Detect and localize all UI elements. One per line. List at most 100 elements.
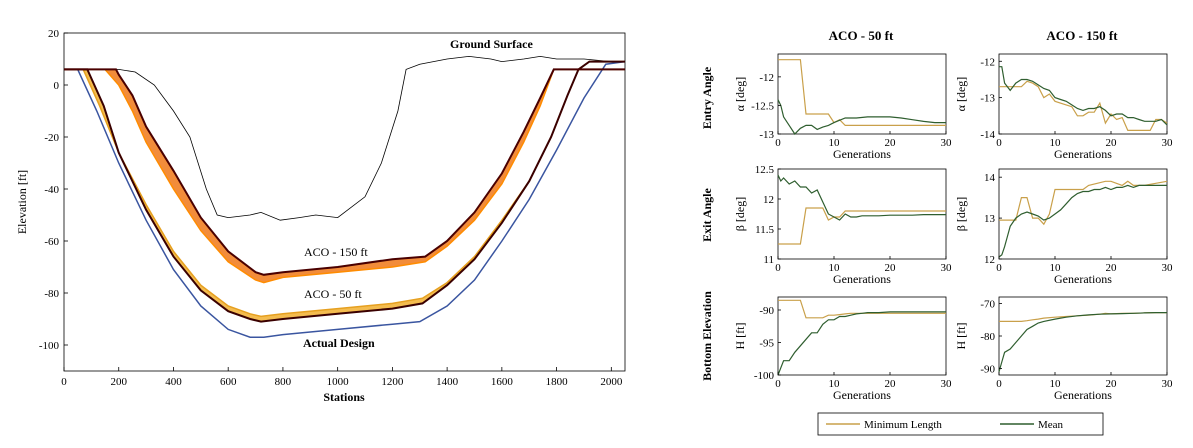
left-y-axis-label: Elevation [ft]	[15, 170, 29, 234]
series-mean	[777, 99, 946, 135]
series-ground-surface	[64, 55, 625, 221]
aco-50-label: ACO - 50 ft	[304, 287, 362, 301]
subplot-frame	[777, 53, 947, 135]
x-tick-label: 30	[941, 262, 953, 274]
series-mean	[777, 174, 946, 221]
x-tick-label: 0	[996, 137, 1002, 149]
left-x-axis-label: Stations	[323, 390, 365, 404]
x-tick-label: 600	[220, 376, 237, 388]
x-tick-label: 30	[1162, 262, 1174, 274]
x-tick-label: 10	[829, 137, 841, 149]
aco-150-band	[64, 69, 625, 283]
ground-surface-label: Ground Surface	[450, 37, 533, 51]
x-tick-label: 1000	[327, 376, 350, 388]
y-tick-label: -12	[980, 56, 995, 68]
subplot-x-axis-label: Generations	[833, 272, 891, 286]
subplot-3: 0 10 20 30 11 11.5 12 12.5 Generations β [deg]	[733, 164, 952, 286]
x-tick-label: 20	[1106, 262, 1118, 274]
subplot-y-axis-label: H [ft]	[954, 323, 968, 350]
legend-label-minimum-length: Minimum Length	[864, 419, 942, 431]
left-y-ticks: 20 0 -20 -40 -60 -80 -100	[39, 28, 68, 352]
x-tick-label: 30	[941, 137, 953, 149]
actual-design-label: Actual Design	[303, 336, 375, 350]
y-tick-label: -100	[39, 340, 60, 352]
x-tick-label: 0	[996, 378, 1002, 390]
x-tick-label: 0	[996, 262, 1002, 274]
x-tick-label: 400	[165, 376, 182, 388]
subplot-y-axis-label: β [deg]	[954, 197, 968, 231]
subplot-frame	[777, 168, 947, 260]
x-tick-label: 1400	[436, 376, 459, 388]
y-tick-label: -90	[980, 364, 995, 376]
series-minimum-length	[778, 207, 946, 245]
x-tick-label: 0	[775, 137, 781, 149]
y-tick-label: 12	[984, 254, 995, 266]
x-tick-label: 30	[941, 378, 953, 390]
y-tick-label: -14	[980, 129, 995, 141]
series-minimum-length	[778, 299, 946, 319]
row-title-entry-angle: Entry Angle	[700, 66, 714, 129]
legend: Minimum Length Mean	[817, 412, 1104, 436]
subplot-4: 0 10 20 30 12 13 14 Generations β [deg]	[954, 168, 1174, 286]
x-tick-label: 20	[1106, 378, 1118, 390]
x-tick-label: 10	[829, 378, 841, 390]
x-tick-label: 2000	[600, 376, 623, 388]
x-tick-label: 200	[110, 376, 127, 388]
col-title-aco-150: ACO - 150 ft	[1046, 28, 1118, 43]
subplot-frame	[777, 296, 947, 376]
y-tick-label: -80	[980, 331, 995, 343]
subplot-5: 0 10 20 30 -100 -95 -90 Generations H [ft]	[733, 296, 953, 402]
x-tick-label: 1200	[381, 376, 404, 388]
y-tick-label: 12.5	[755, 164, 775, 176]
x-tick-label: 30	[1162, 378, 1174, 390]
elevation-profile-chart: 0 200 400 600 800 1000 1200 1400 1600 1800 2000 20…	[15, 28, 626, 404]
y-tick-label: -70	[980, 299, 995, 311]
series-mean	[999, 66, 1168, 126]
series-minimum-length	[999, 180, 1168, 226]
left-x-ticks: 0 200 400 600 800 1000 1200 1400 1600 1800 2000	[61, 367, 623, 388]
x-tick-label: 20	[1106, 137, 1118, 149]
x-tick-label: 20	[885, 137, 897, 149]
x-tick-label: 20	[885, 378, 897, 390]
subplot-x-axis-label: Generations	[1054, 388, 1112, 402]
series-mean	[998, 312, 1167, 372]
subplot-frame	[998, 296, 1168, 376]
subplot-y-axis-label: α [deg]	[954, 77, 968, 112]
subplot-x-axis-label: Generations	[1054, 272, 1112, 286]
series-mean	[998, 184, 1167, 258]
x-tick-label: 20	[885, 262, 897, 274]
series-minimum-length	[999, 312, 1167, 322]
x-tick-label: 30	[1162, 137, 1174, 149]
x-tick-label: 10	[1050, 262, 1062, 274]
subplot-y-axis-label: α [deg]	[733, 77, 747, 112]
x-tick-label: 0	[775, 262, 781, 274]
subplot-frame	[998, 53, 1168, 135]
y-tick-label: 13	[984, 213, 996, 225]
legend-label-mean: Mean	[1038, 419, 1064, 431]
series-aco-150-ft-best	[64, 68, 625, 276]
y-tick-label: -80	[44, 288, 59, 300]
subplot-x-axis-label: Generations	[833, 388, 891, 402]
subplot-6: 0 10 20 30 -90 -80 -70 Generations H [ft]	[954, 296, 1174, 402]
x-tick-label: 800	[275, 376, 292, 388]
y-tick-label: 20	[48, 28, 60, 40]
col-title-aco-50: ACO - 50 ft	[829, 28, 894, 43]
row-title-bottom-elevation: Bottom Elevation	[700, 291, 714, 381]
y-tick-label: -90	[759, 305, 774, 317]
y-tick-label: -13	[980, 93, 995, 105]
y-tick-label: -13	[759, 129, 774, 141]
x-tick-label: 1800	[546, 376, 569, 388]
legend-box	[817, 412, 1104, 436]
y-tick-label: -95	[759, 338, 774, 350]
convergence-subplots: ACO - 50 ft ACO - 150 ft Entry Angle Exi…	[700, 28, 1173, 402]
x-tick-label: 10	[1050, 137, 1062, 149]
left-series-group	[64, 55, 626, 338]
subplot-container: 0 10 20 30 -13 -12.5 -12 Generations α [deg] 0 10 2…	[733, 53, 1174, 402]
subplot-2: 0 10 20 30 -14 -13 -12 Generations α [deg]	[954, 53, 1174, 161]
y-tick-label: -100	[754, 370, 775, 382]
x-tick-label: 10	[1050, 378, 1062, 390]
subplot-y-axis-label: β [deg]	[733, 197, 747, 231]
series-minimum-length	[999, 80, 1168, 131]
y-tick-label: -12.5	[751, 100, 774, 112]
